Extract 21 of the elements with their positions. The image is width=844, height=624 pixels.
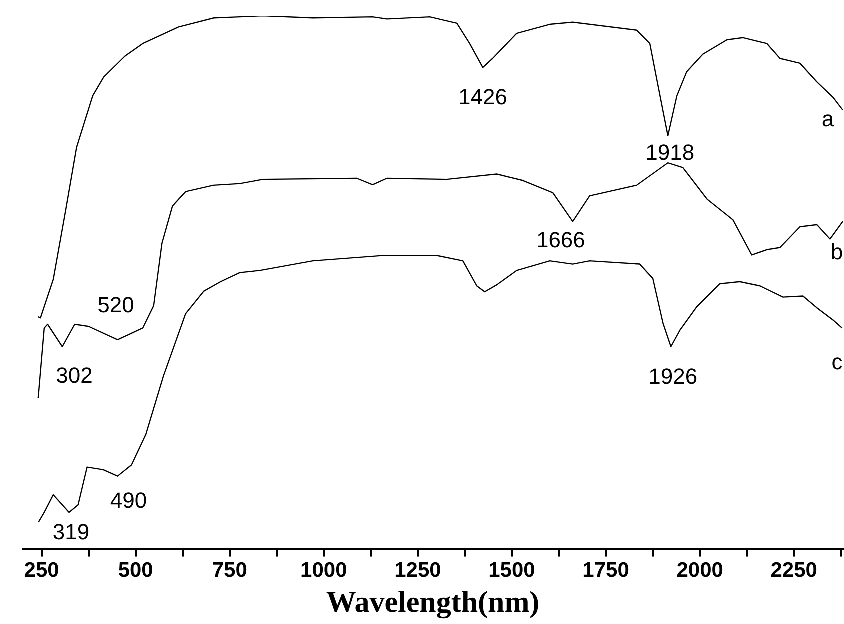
series-label: b (830, 240, 844, 265)
x-tick-label: 1000 (300, 559, 348, 582)
x-tick-label: 250 (24, 559, 60, 582)
series-label: a (822, 106, 835, 132)
annotation: 1918 (646, 140, 695, 165)
annotation: 1426 (458, 84, 508, 110)
annotation: 490 (110, 488, 148, 514)
x-tick-label: 1750 (582, 559, 630, 582)
x-tick-label: 500 (118, 559, 154, 582)
annotation: 1926 (648, 364, 698, 389)
x-axis-title: Wavelength(nm) (326, 586, 540, 619)
x-tick-label: 750 (212, 559, 248, 582)
x-tick-label: 2000 (676, 559, 724, 582)
x-tick-label: 2250 (770, 559, 818, 582)
annotation: 1666 (536, 228, 586, 253)
x-tick-label: 1250 (394, 559, 442, 582)
x-tick-label: 1500 (488, 559, 536, 582)
annotation: 319 (52, 520, 90, 545)
annotation: 520 (98, 292, 134, 318)
annotation: 302 (56, 362, 93, 388)
series-label: c (832, 349, 843, 374)
